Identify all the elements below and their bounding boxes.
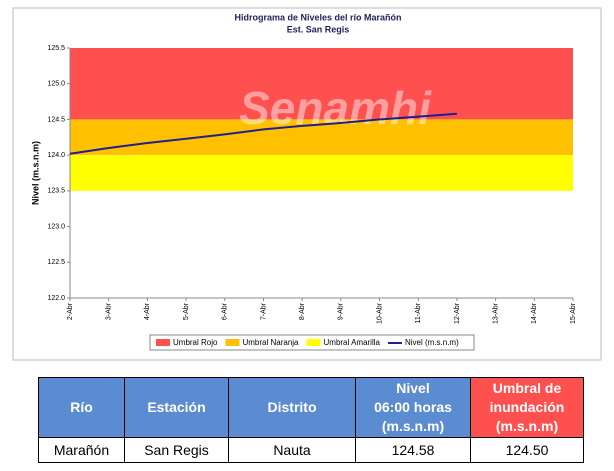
x-tick-label: 10-Abr [376, 302, 383, 324]
legend-swatch [306, 339, 321, 346]
header-text: Nivel [396, 380, 430, 396]
x-tick-label: 8-Abr [299, 302, 306, 320]
x-tick-label: 15-Abr [570, 302, 577, 324]
x-tick-label: 9-Abr [338, 302, 345, 320]
data-cell: Nauta [228, 437, 356, 463]
y-tick-label: 123.0 [47, 223, 65, 230]
x-tick-label: 4-Abr [144, 302, 151, 320]
data-cell: 124.58 [355, 437, 471, 463]
header-text: Distrito [267, 399, 317, 415]
y-tick-label: 122.0 [47, 295, 65, 302]
header-text: Umbral de [492, 380, 562, 396]
y-tick-label: 124.5 [47, 116, 65, 123]
header-cell: Distrito [228, 377, 356, 438]
x-tick-label: 3-Abr [106, 302, 113, 320]
legend-swatch [225, 339, 240, 346]
x-tick-label: 5-Abr [183, 302, 190, 320]
header-text: (m.s.n.m) [381, 418, 445, 434]
chart-subtitle: Est. San Regis [287, 24, 350, 34]
x-tick-label: 14-Abr [531, 302, 538, 324]
legend-label: Umbral Amarilla [324, 338, 381, 347]
data-row: Marañón San Regis Nauta 124.58 124.50 [38, 437, 584, 463]
header-text: Río [70, 399, 93, 415]
header-text: 06:00 horas [374, 399, 452, 415]
series-line [69, 112, 457, 155]
threshold-band [70, 155, 573, 191]
y-tick-label: 125.0 [47, 81, 65, 88]
y-tick-label: 123.5 [47, 188, 65, 195]
x-tick-label: 12-Abr [454, 302, 461, 324]
header-cell: Río [38, 377, 125, 438]
header-text: inundación [489, 399, 565, 415]
y-tick-label: 124.0 [47, 152, 65, 159]
y-axis-label: Nivel (m.s.n.m) [30, 141, 40, 205]
chart: Hidrograma de Niveles del río Marañón Es… [12, 7, 602, 361]
y-tick-label: 122.5 [47, 259, 65, 266]
y-tick-label: 125.5 [47, 45, 65, 52]
header-text: Estación [147, 399, 206, 415]
x-tick-label: 11-Abr [415, 302, 422, 323]
header-cell: Estación [124, 377, 229, 438]
legend-swatch [156, 339, 170, 346]
header-text: (m.s.n.m) [495, 418, 559, 434]
legend-label: Nivel (m.s.n.m) [405, 338, 459, 347]
header-cell: Umbral de inundación (m.s.n.m) [470, 377, 584, 438]
x-tick-label: 6-Abr [222, 302, 229, 320]
threshold-band [70, 48, 573, 120]
x-tick-label: 7-Abr [260, 302, 267, 320]
data-cell: Marañón [38, 437, 125, 463]
header-cell: Nivel 06:00 horas (m.s.n.m) [355, 377, 471, 438]
data-cell: 124.50 [470, 437, 584, 463]
x-tick-label: 13-Abr [492, 302, 499, 324]
legend-label: Umbral Rojo [173, 338, 218, 347]
data-cell: San Regis [124, 437, 229, 463]
legend: Umbral Rojo Umbral Naranja Umbral Amarilla… [149, 334, 475, 351]
chart-title: Hidrograma de Niveles del río Marañón [234, 12, 401, 22]
watermark: Senamhi [239, 82, 432, 134]
x-tick-label: 2-Abr [67, 302, 74, 320]
header-row: Río Estación Distrito Nivel 06:00 horas (m.s.… [38, 377, 584, 438]
summary-table: Río Estación Distrito Nivel 06:00 horas (m.s.… [38, 377, 584, 463]
legend-label: Umbral Naranja [242, 338, 299, 347]
